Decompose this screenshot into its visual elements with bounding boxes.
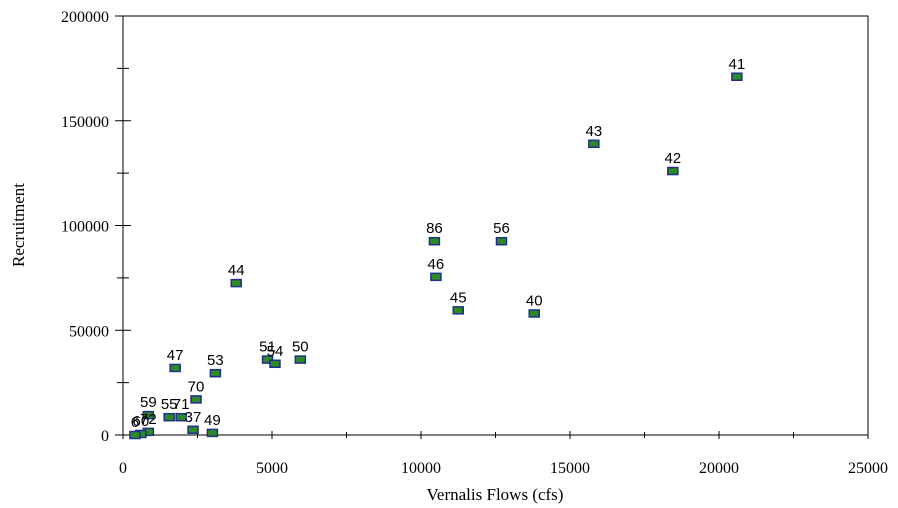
data-point-marker [142,410,155,420]
data-point-label: 72 [140,411,157,428]
x-axis: 0 5000 10000 15000 20000 25000 [119,431,888,477]
data-point-marker [230,278,242,288]
data-point-label: 47 [167,347,184,364]
data-point-marker [495,236,508,246]
data-point-label: 40 [526,292,543,309]
data-point-marker [163,412,175,422]
data-point-label: 44 [228,262,245,279]
y-tick-label: 50000 [69,323,109,340]
data-point-label: 6 [131,414,139,431]
data-point-label: 41 [729,56,746,73]
data-point-label: 71 [173,396,190,413]
data-point-marker [667,166,679,176]
data-point-label: 53 [207,352,224,369]
data-point-marker [187,425,199,435]
y-tick-label: 0 [101,428,109,445]
x-tick-label: 10000 [401,460,441,477]
data-point-marker [175,412,187,422]
data-point-marker [169,363,181,373]
data-point-label: 46 [428,256,445,273]
data-point-marker [528,309,540,318]
data-point-label: 86 [426,220,443,237]
data-point-label: 42 [664,150,681,167]
data-point-label: 70 [188,378,205,395]
data-point-marker [731,72,743,82]
y-tick-label: 100000 [61,219,109,236]
data-point-marker [209,368,222,378]
data-point-label: 60 [133,413,150,430]
data-point-marker [452,306,464,315]
data-point-label: 45 [450,289,467,306]
y-axis: 0 50000 100000 150000 200000 [61,9,131,445]
data-point-label: 54 [267,343,284,360]
data-point-label: 49 [204,412,221,429]
x-tick-label: 15000 [550,460,590,477]
data-point-label: 43 [585,123,602,140]
x-tick-label: 20000 [699,460,739,477]
data-point-label: 51 [259,339,276,356]
data-point-marker [430,272,442,282]
data-point-marker [294,355,307,364]
x-tick-label: 25000 [848,460,888,477]
y-tick-label: 200000 [61,9,109,26]
x-tick-label: 5000 [256,460,288,477]
data-point-marker [190,395,202,404]
data-point-label: 37 [185,409,202,426]
y-tick-label: 150000 [61,114,109,131]
data-point-label: 50 [292,339,309,356]
data-point-marker [428,236,441,246]
data-point-label: 56 [493,220,510,237]
x-tick-label: 0 [119,460,127,477]
x-axis-title: Vernalis Flows (cfs) [427,485,564,504]
data-point-marker [588,139,600,149]
data-point-marker [269,359,281,369]
data-point-marker [129,430,141,440]
data-point-label: 59 [140,394,157,411]
y-axis-title: Recruitment [9,183,28,267]
data-point-label: 55 [161,396,178,413]
data-point-marker [206,428,219,438]
